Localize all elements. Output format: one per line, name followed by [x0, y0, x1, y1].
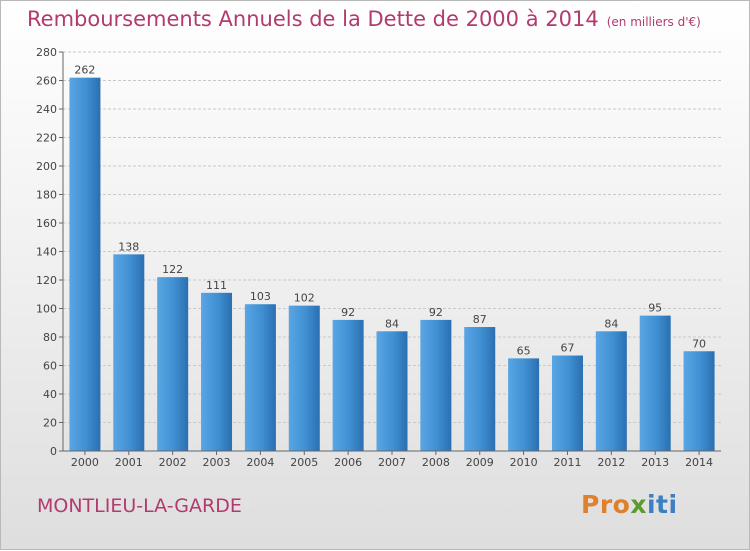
y-tick-label: 240 [36, 103, 57, 116]
value-label-2010: 65 [517, 344, 531, 357]
value-label-2008: 92 [429, 306, 443, 319]
y-tick-label: 120 [36, 274, 57, 287]
x-tick-label-2014: 2014 [685, 456, 713, 469]
y-tick-label: 100 [36, 303, 57, 316]
bar-2002 [157, 277, 189, 451]
y-tick-label: 0 [50, 445, 57, 458]
y-tick-label: 40 [43, 388, 57, 401]
value-label-2013: 95 [648, 302, 662, 315]
y-tick-label: 60 [43, 360, 57, 373]
x-tick-label-2002: 2002 [159, 456, 187, 469]
axes: 0 20 40 60 80 100 120 140 160 180 200 220 240 260 280 2… [36, 46, 721, 469]
x-tick-label-2003: 2003 [203, 456, 231, 469]
x-tick-label-2001: 2001 [115, 456, 143, 469]
value-label-2009: 87 [473, 313, 487, 326]
value-label-2000: 262 [74, 64, 95, 77]
chart-title-text: Remboursements Annuels de la Dette de 20… [27, 7, 599, 31]
y-tick-label: 220 [36, 132, 57, 145]
bar-2000 [69, 77, 101, 452]
x-tick-label-2006: 2006 [334, 456, 362, 469]
y-tick-label: 20 [43, 417, 57, 430]
value-label-2005: 102 [294, 292, 315, 305]
value-label-2001: 138 [118, 240, 139, 253]
value-label-2014: 70 [692, 337, 706, 350]
value-label-2012: 84 [604, 317, 618, 330]
bar-2014 [683, 351, 715, 451]
y-tick-label: 160 [36, 217, 57, 230]
logo-part-2: x [630, 490, 647, 519]
value-label-2003: 111 [206, 279, 227, 292]
chart-title: Remboursements Annuels de la Dette de 20… [27, 7, 701, 31]
bar-2003 [201, 292, 233, 451]
value-label-2006: 92 [341, 306, 355, 319]
proxiti-logo: Proxiti [581, 490, 678, 519]
logo-part-3: iti [646, 490, 678, 519]
bar-2005 [288, 305, 320, 451]
bar-2010 [508, 358, 540, 451]
chart-unit: (en milliers d'€) [606, 15, 701, 29]
y-tick-label: 140 [36, 246, 57, 259]
x-tick-label-2008: 2008 [422, 456, 450, 469]
bar-2007 [376, 331, 408, 451]
x-tick-label-2005: 2005 [290, 456, 318, 469]
x-tick-label-2013: 2013 [641, 456, 669, 469]
bar-2013 [639, 315, 671, 451]
x-tick-label-2000: 2000 [71, 456, 99, 469]
x-tick-label-2009: 2009 [466, 456, 494, 469]
y-tick-label: 80 [43, 331, 57, 344]
bar-2006 [332, 319, 364, 451]
x-tick-label-2012: 2012 [597, 456, 625, 469]
x-tick-label-2010: 2010 [510, 456, 538, 469]
x-tick-label-2004: 2004 [246, 456, 274, 469]
value-label-2002: 122 [162, 263, 183, 276]
city-name: MONTLIEU-LA-GARDE [37, 495, 242, 517]
bar-2001 [113, 254, 145, 451]
x-tick-label-2007: 2007 [378, 456, 406, 469]
y-tick-label: 260 [36, 75, 57, 88]
y-tick-label: 280 [36, 46, 57, 59]
bar-2012 [595, 331, 627, 451]
value-label-2004: 103 [250, 290, 271, 303]
bar-2004 [244, 304, 276, 451]
y-tick-label: 200 [36, 160, 57, 173]
value-label-2007: 84 [385, 317, 399, 330]
bar-2009 [464, 327, 496, 451]
bar-2008 [420, 319, 452, 451]
x-tick-label-2011: 2011 [553, 456, 581, 469]
bars: 262 138 122 111 103 102 92 84 92 87 65 67 84 95 70 [69, 64, 715, 452]
logo-part-1: Pro [581, 490, 631, 519]
y-tick-label: 180 [36, 189, 57, 202]
bar-2011 [551, 355, 583, 451]
value-label-2011: 67 [560, 342, 574, 355]
